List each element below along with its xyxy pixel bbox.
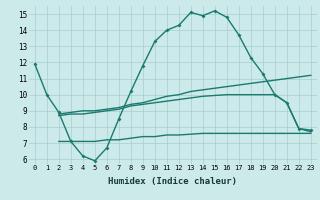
X-axis label: Humidex (Indice chaleur): Humidex (Indice chaleur) — [108, 177, 237, 186]
